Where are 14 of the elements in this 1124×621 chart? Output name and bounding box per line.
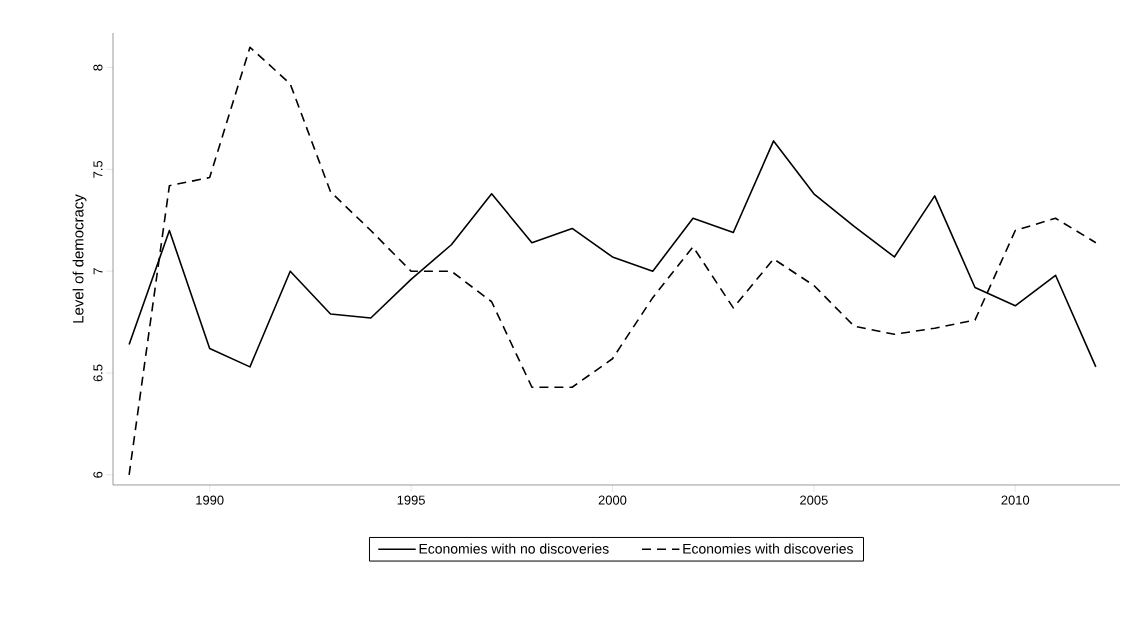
legend-label: Economies with no discoveries: [419, 543, 609, 554]
y-tick-label: 6.5: [93, 364, 103, 382]
x-tick-label: 2005: [800, 495, 828, 505]
legend-label: Economies with discoveries: [683, 543, 853, 554]
y-tick-label: 7.5: [93, 160, 103, 178]
x-tick-label: 1990: [196, 495, 224, 505]
x-tick-label: 2010: [1001, 495, 1030, 505]
y-tick-label: 6: [93, 471, 103, 478]
x-tick-label: 2000: [598, 495, 627, 505]
y-tick-label: 7: [93, 268, 103, 275]
y-axis-title: Level of democracy: [72, 194, 87, 323]
line-series: [128, 46, 1097, 476]
y-tick-label: 8: [93, 64, 103, 71]
x-tick-label: 1995: [397, 495, 425, 505]
